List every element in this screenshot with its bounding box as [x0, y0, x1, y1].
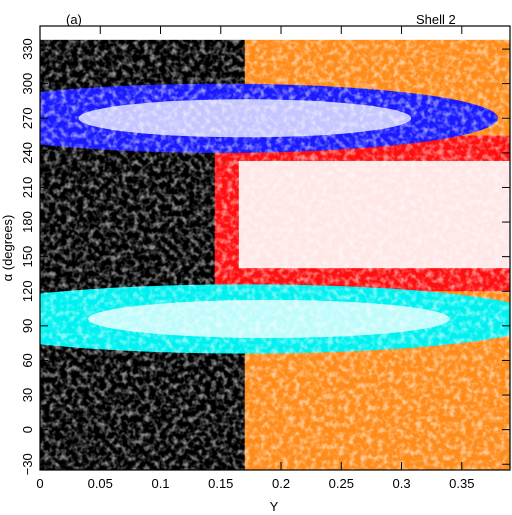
data-regions — [40, 26, 510, 470]
x-axis: 0 0.05 0.1 0.15 0.2 0.25 0.3 0.35 — [36, 26, 474, 491]
y-tick-label: 330 — [20, 38, 35, 60]
x-tick-label: 0.15 — [208, 476, 233, 491]
y-tick-label: 60 — [20, 353, 35, 367]
x-tick-label: 0.3 — [392, 476, 410, 491]
x-tick-label: 0 — [36, 476, 43, 491]
y-tick-label: −30 — [20, 453, 35, 475]
texture-overlay — [40, 26, 510, 470]
y-tick-label: 120 — [20, 280, 35, 302]
x-tick-label: 0.05 — [88, 476, 113, 491]
y-tick-label: 240 — [20, 142, 35, 164]
x-tick-label: 0.25 — [329, 476, 354, 491]
shell-label: Shell 2 — [416, 12, 456, 27]
x-tick-label: 0.2 — [272, 476, 290, 491]
y-axis: −30 0 30 60 90 120 150 180 210 240 270 300 330 — [20, 38, 510, 475]
plot-frame — [39, 25, 511, 471]
x-tick-label: 0.1 — [151, 476, 169, 491]
x-tick-label: 0.35 — [449, 476, 474, 491]
y-tick-label: 300 — [20, 73, 35, 95]
x-axis-label: Y — [270, 499, 279, 514]
y-tick-label: 150 — [20, 246, 35, 268]
y-tick-label: 90 — [20, 319, 35, 333]
y-tick-label: 180 — [20, 211, 35, 233]
panel-label: (a) — [66, 12, 82, 27]
y-tick-label: 0 — [20, 426, 35, 433]
y-tick-label: 270 — [20, 107, 35, 129]
y-tick-label: 210 — [20, 177, 35, 199]
y-axis-label: α (degrees) — [0, 215, 15, 282]
y-tick-label: 30 — [20, 388, 35, 402]
